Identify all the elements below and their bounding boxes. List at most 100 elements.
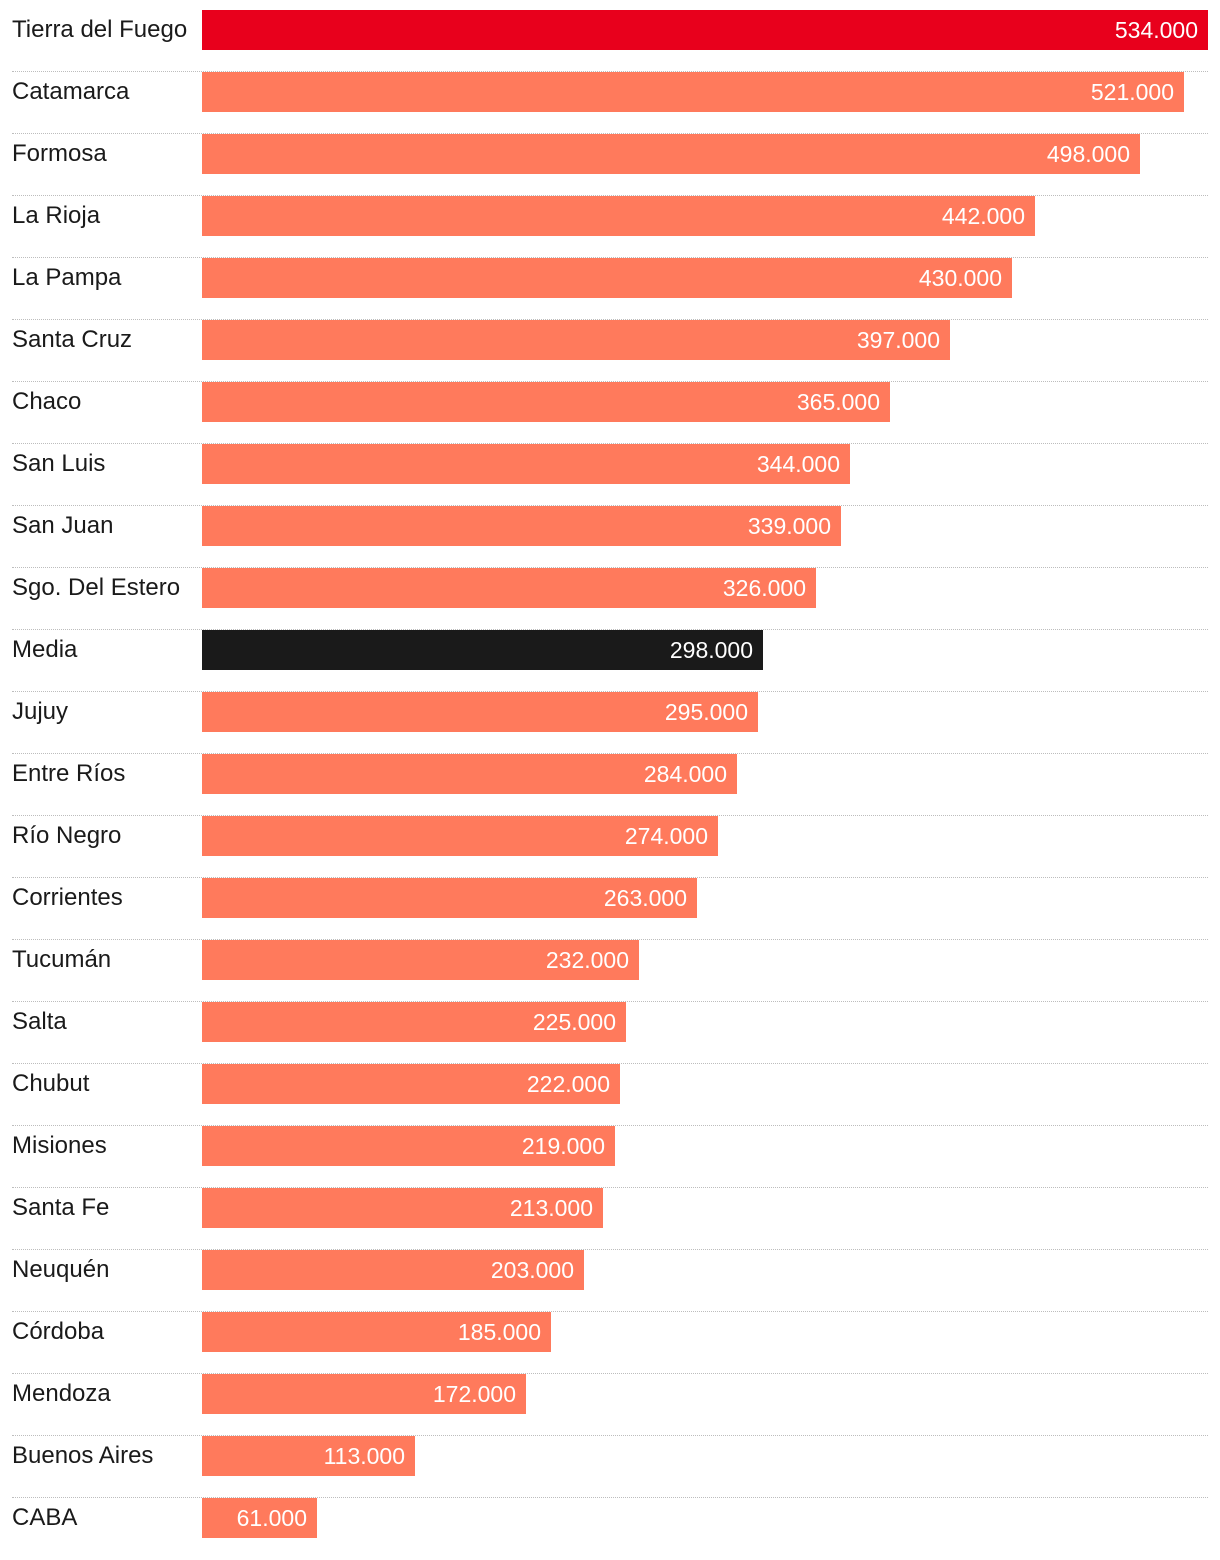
category-label: Mendoza — [12, 1380, 111, 1407]
value-label: 498.000 — [1046, 141, 1130, 167]
category-label: Santa Fe — [12, 1194, 110, 1221]
value-label: 185.000 — [457, 1319, 541, 1345]
bar: 430.000 — [202, 258, 1012, 298]
category-label: Buenos Aires — [12, 1442, 154, 1469]
value-label: 534.000 — [1114, 17, 1198, 43]
chart-row: Corrientes 263.000 — [12, 878, 1208, 940]
chart-row: Media 298.000 — [12, 630, 1208, 692]
chart-row: Buenos Aires 113.000 — [12, 1436, 1208, 1498]
value-label: 219.000 — [521, 1133, 605, 1159]
category-label: Catamarca — [12, 78, 130, 105]
chart-row: La Rioja 442.000 — [12, 196, 1208, 258]
value-label: 61.000 — [236, 1505, 307, 1531]
value-label: 203.000 — [490, 1257, 574, 1283]
category-label: La Pampa — [12, 264, 122, 291]
category-label: Sgo. Del Estero — [12, 574, 181, 601]
bar: 365.000 — [202, 382, 890, 422]
chart-row: Neuquén 203.000 — [12, 1250, 1208, 1312]
chart-row: Entre Ríos 284.000 — [12, 754, 1208, 816]
bar: 185.000 — [202, 1312, 551, 1352]
chart-row: Formosa 498.000 — [12, 134, 1208, 196]
value-label: 521.000 — [1090, 79, 1174, 105]
bar: 225.000 — [202, 1002, 626, 1042]
bar: 534.000 — [202, 10, 1208, 50]
chart-row: La Pampa 430.000 — [12, 258, 1208, 320]
bar: 344.000 — [202, 444, 850, 484]
chart-row: Chubut 222.000 — [12, 1064, 1208, 1126]
bar: 203.000 — [202, 1250, 584, 1290]
value-label: 344.000 — [756, 451, 840, 477]
category-label: Río Negro — [12, 822, 122, 849]
category-label: Tucumán — [12, 946, 112, 973]
value-label: 430.000 — [918, 265, 1002, 291]
category-label: Formosa — [12, 140, 107, 167]
bar: 219.000 — [202, 1126, 615, 1166]
bar: 172.000 — [202, 1374, 526, 1414]
value-label: 326.000 — [722, 575, 806, 601]
value-label: 113.000 — [323, 1443, 405, 1469]
bar: 397.000 — [202, 320, 950, 360]
value-label: 284.000 — [643, 761, 727, 787]
category-label: Tierra del Fuego — [12, 16, 188, 43]
category-label: La Rioja — [12, 202, 101, 229]
chart-row: Sgo. Del Estero 326.000 — [12, 568, 1208, 630]
bar: 222.000 — [202, 1064, 620, 1104]
chart-row: Río Negro 274.000 — [12, 816, 1208, 878]
category-label: Neuquén — [12, 1256, 110, 1283]
value-label: 172.000 — [432, 1381, 516, 1407]
chart-row: Tierra del Fuego 534.000 — [12, 10, 1208, 72]
value-label: 213.000 — [509, 1195, 593, 1221]
bar: 521.000 — [202, 72, 1184, 112]
chart-row: Salta 225.000 — [12, 1002, 1208, 1064]
category-label: CABA — [12, 1504, 78, 1531]
category-label: Corrientes — [12, 884, 123, 911]
value-label: 225.000 — [532, 1009, 616, 1035]
value-label: 274.000 — [624, 823, 708, 849]
value-label: 365.000 — [796, 389, 880, 415]
bar: 213.000 — [202, 1188, 603, 1228]
bar: 326.000 — [202, 568, 816, 608]
bar: 442.000 — [202, 196, 1035, 236]
value-label: 295.000 — [664, 699, 748, 725]
category-label: Entre Ríos — [12, 760, 126, 787]
chart-row: Santa Cruz 397.000 — [12, 320, 1208, 382]
chart-row: CABA 61.000 — [12, 1498, 1208, 1560]
category-label: Media — [12, 636, 78, 663]
bar: 263.000 — [202, 878, 697, 918]
bar: 274.000 — [202, 816, 718, 856]
bar: 113.000 — [202, 1436, 415, 1476]
value-label: 397.000 — [856, 327, 940, 353]
value-label: 222.000 — [526, 1071, 610, 1097]
bar: 284.000 — [202, 754, 737, 794]
category-label: San Luis — [12, 450, 106, 477]
value-label: 263.000 — [603, 885, 687, 911]
category-label: Jujuy — [12, 698, 69, 725]
chart-row: Córdoba 185.000 — [12, 1312, 1208, 1374]
value-label: 442.000 — [941, 203, 1025, 229]
category-label: Chubut — [12, 1070, 90, 1097]
category-label: Chaco — [12, 388, 82, 415]
bar: 298.000 — [202, 630, 763, 670]
chart-row: Misiones 219.000 — [12, 1126, 1208, 1188]
chart-row: Mendoza 172.000 — [12, 1374, 1208, 1436]
chart-row: Jujuy 295.000 — [12, 692, 1208, 754]
bar: 232.000 — [202, 940, 639, 980]
value-label: 339.000 — [747, 513, 831, 539]
chart-row: Catamarca 521.000 — [12, 72, 1208, 134]
chart-row: San Luis 344.000 — [12, 444, 1208, 506]
chart-row: Chaco 365.000 — [12, 382, 1208, 444]
category-label: Córdoba — [12, 1318, 105, 1345]
category-label: Salta — [12, 1008, 67, 1035]
value-label: 232.000 — [545, 947, 629, 973]
value-label: 298.000 — [669, 637, 753, 663]
chart-row: San Juan 339.000 — [12, 506, 1208, 568]
bar: 295.000 — [202, 692, 758, 732]
category-label: Misiones — [12, 1132, 107, 1159]
bar: 61.000 — [202, 1498, 317, 1538]
category-label: San Juan — [12, 512, 114, 539]
category-label: Santa Cruz — [12, 326, 133, 353]
bar: 339.000 — [202, 506, 841, 546]
chart-row: Santa Fe 213.000 — [12, 1188, 1208, 1250]
chart-row: Tucumán 232.000 — [12, 940, 1208, 1002]
